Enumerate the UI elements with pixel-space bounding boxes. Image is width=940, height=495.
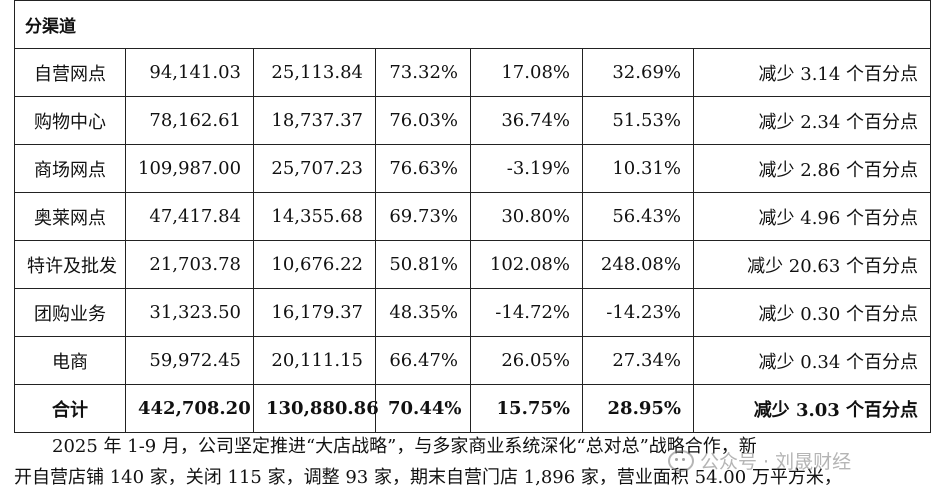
- paragraph-line-2: 开自营店铺 140 家，关闭 115 家，调整 93 家，期末自营门店 1,89…: [14, 467, 842, 488]
- value-cell: 21,703.78: [125, 240, 254, 289]
- channel-name-cell: 电商: [14, 336, 126, 385]
- value-cell: 15.75%: [470, 384, 583, 433]
- value-cell: 30.80%: [470, 192, 583, 241]
- table-row: 商场网点 109,987.00 25,707.23 76.63% -3.19% 10.31…: [14, 144, 932, 193]
- value-cell: -3.19%: [470, 144, 583, 193]
- section-header: 分渠道: [13, 0, 932, 49]
- value-cell: 73.32%: [375, 48, 471, 97]
- value-cell: 32.69%: [582, 48, 694, 97]
- value-cell: 10.31%: [582, 144, 694, 193]
- value-cell: 26.05%: [470, 336, 583, 385]
- value-cell: 76.03%: [375, 96, 471, 145]
- value-cell: 28.95%: [582, 384, 694, 433]
- value-cell: 减少 2.34 个百分点: [692, 96, 932, 145]
- channel-name-cell: 购物中心: [14, 96, 126, 145]
- value-cell: 66.47%: [375, 336, 471, 385]
- value-cell: 减少 20.63 个百分点: [692, 240, 932, 289]
- value-cell: 109,987.00: [125, 144, 254, 193]
- table-row: 奥莱网点 47,417.84 14,355.68 69.73% 30.80% 56.43%…: [14, 192, 932, 241]
- value-cell: 减少 0.34 个百分点: [692, 336, 932, 385]
- table-row: 特许及批发 21,703.78 10,676.22 50.81% 102.08% 248.…: [14, 240, 932, 289]
- value-cell: 130,880.86: [253, 384, 379, 433]
- value-cell: 25,707.23: [253, 144, 376, 193]
- value-cell: 50.81%: [375, 240, 471, 289]
- value-cell: 减少 0.30 个百分点: [692, 288, 932, 337]
- value-cell: 27.34%: [582, 336, 694, 385]
- channel-table: 分渠道 自营网点 94,141.03 25,113.84 73.32% 17.08% 32…: [13, 0, 932, 433]
- value-cell: 14,355.68: [253, 192, 376, 241]
- value-cell: 94,141.03: [125, 48, 254, 97]
- channel-name-cell: 自营网点: [14, 48, 126, 97]
- value-cell: 76.63%: [375, 144, 471, 193]
- value-cell: 减少 2.86 个百分点: [692, 144, 932, 193]
- total-row: 合计 442,708.20 130,880.86 70.44% 15.75% 28.95%…: [14, 384, 932, 433]
- value-cell: 51.53%: [582, 96, 694, 145]
- section-header-row: 分渠道: [13, 0, 932, 49]
- table-row: 电商 59,972.45 20,111.15 66.47% 26.05% 27.34% 减少…: [14, 336, 932, 385]
- paragraph-line-1: 2025 年 1-9 月，公司坚定推进“大店战略”，与多家商业系统深化“总对总”…: [52, 436, 757, 457]
- value-cell: 31,323.50: [125, 288, 254, 337]
- value-cell: -14.72%: [470, 288, 583, 337]
- value-cell: 78,162.61: [125, 96, 254, 145]
- value-cell: 10,676.22: [253, 240, 376, 289]
- channel-name-cell: 商场网点: [14, 144, 126, 193]
- value-cell: 18,737.37: [253, 96, 376, 145]
- value-cell: 20,111.15: [253, 336, 376, 385]
- value-cell: 69.73%: [375, 192, 471, 241]
- value-cell: 16,179.37: [253, 288, 376, 337]
- value-cell: 59,972.45: [125, 336, 254, 385]
- value-cell: 25,113.84: [253, 48, 376, 97]
- value-cell: 248.08%: [582, 240, 694, 289]
- table-row: 团购业务 31,323.50 16,179.37 48.35% -14.72% -14.2…: [14, 288, 932, 337]
- value-cell: 减少 3.03 个百分点: [692, 384, 932, 433]
- value-cell: 减少 3.14 个百分点: [692, 48, 932, 97]
- value-cell: 102.08%: [470, 240, 583, 289]
- value-cell: 47,417.84: [125, 192, 254, 241]
- channel-name-cell: 奥莱网点: [14, 192, 126, 241]
- table-row: 购物中心 78,162.61 18,737.37 76.03% 36.74% 51.53%…: [14, 96, 932, 145]
- value-cell: 36.74%: [470, 96, 583, 145]
- value-cell: -14.23%: [582, 288, 694, 337]
- value-cell: 70.44%: [375, 384, 471, 433]
- table-row: 自营网点 94,141.03 25,113.84 73.32% 17.08% 32.69%…: [14, 48, 932, 97]
- channel-name-cell: 特许及批发: [14, 240, 126, 289]
- value-cell: 17.08%: [470, 48, 583, 97]
- channel-name-cell: 合计: [14, 384, 126, 433]
- value-cell: 56.43%: [582, 192, 694, 241]
- value-cell: 442,708.20: [125, 384, 254, 433]
- value-cell: 48.35%: [375, 288, 471, 337]
- channel-name-cell: 团购业务: [14, 288, 126, 337]
- value-cell: 减少 4.96 个百分点: [692, 192, 932, 241]
